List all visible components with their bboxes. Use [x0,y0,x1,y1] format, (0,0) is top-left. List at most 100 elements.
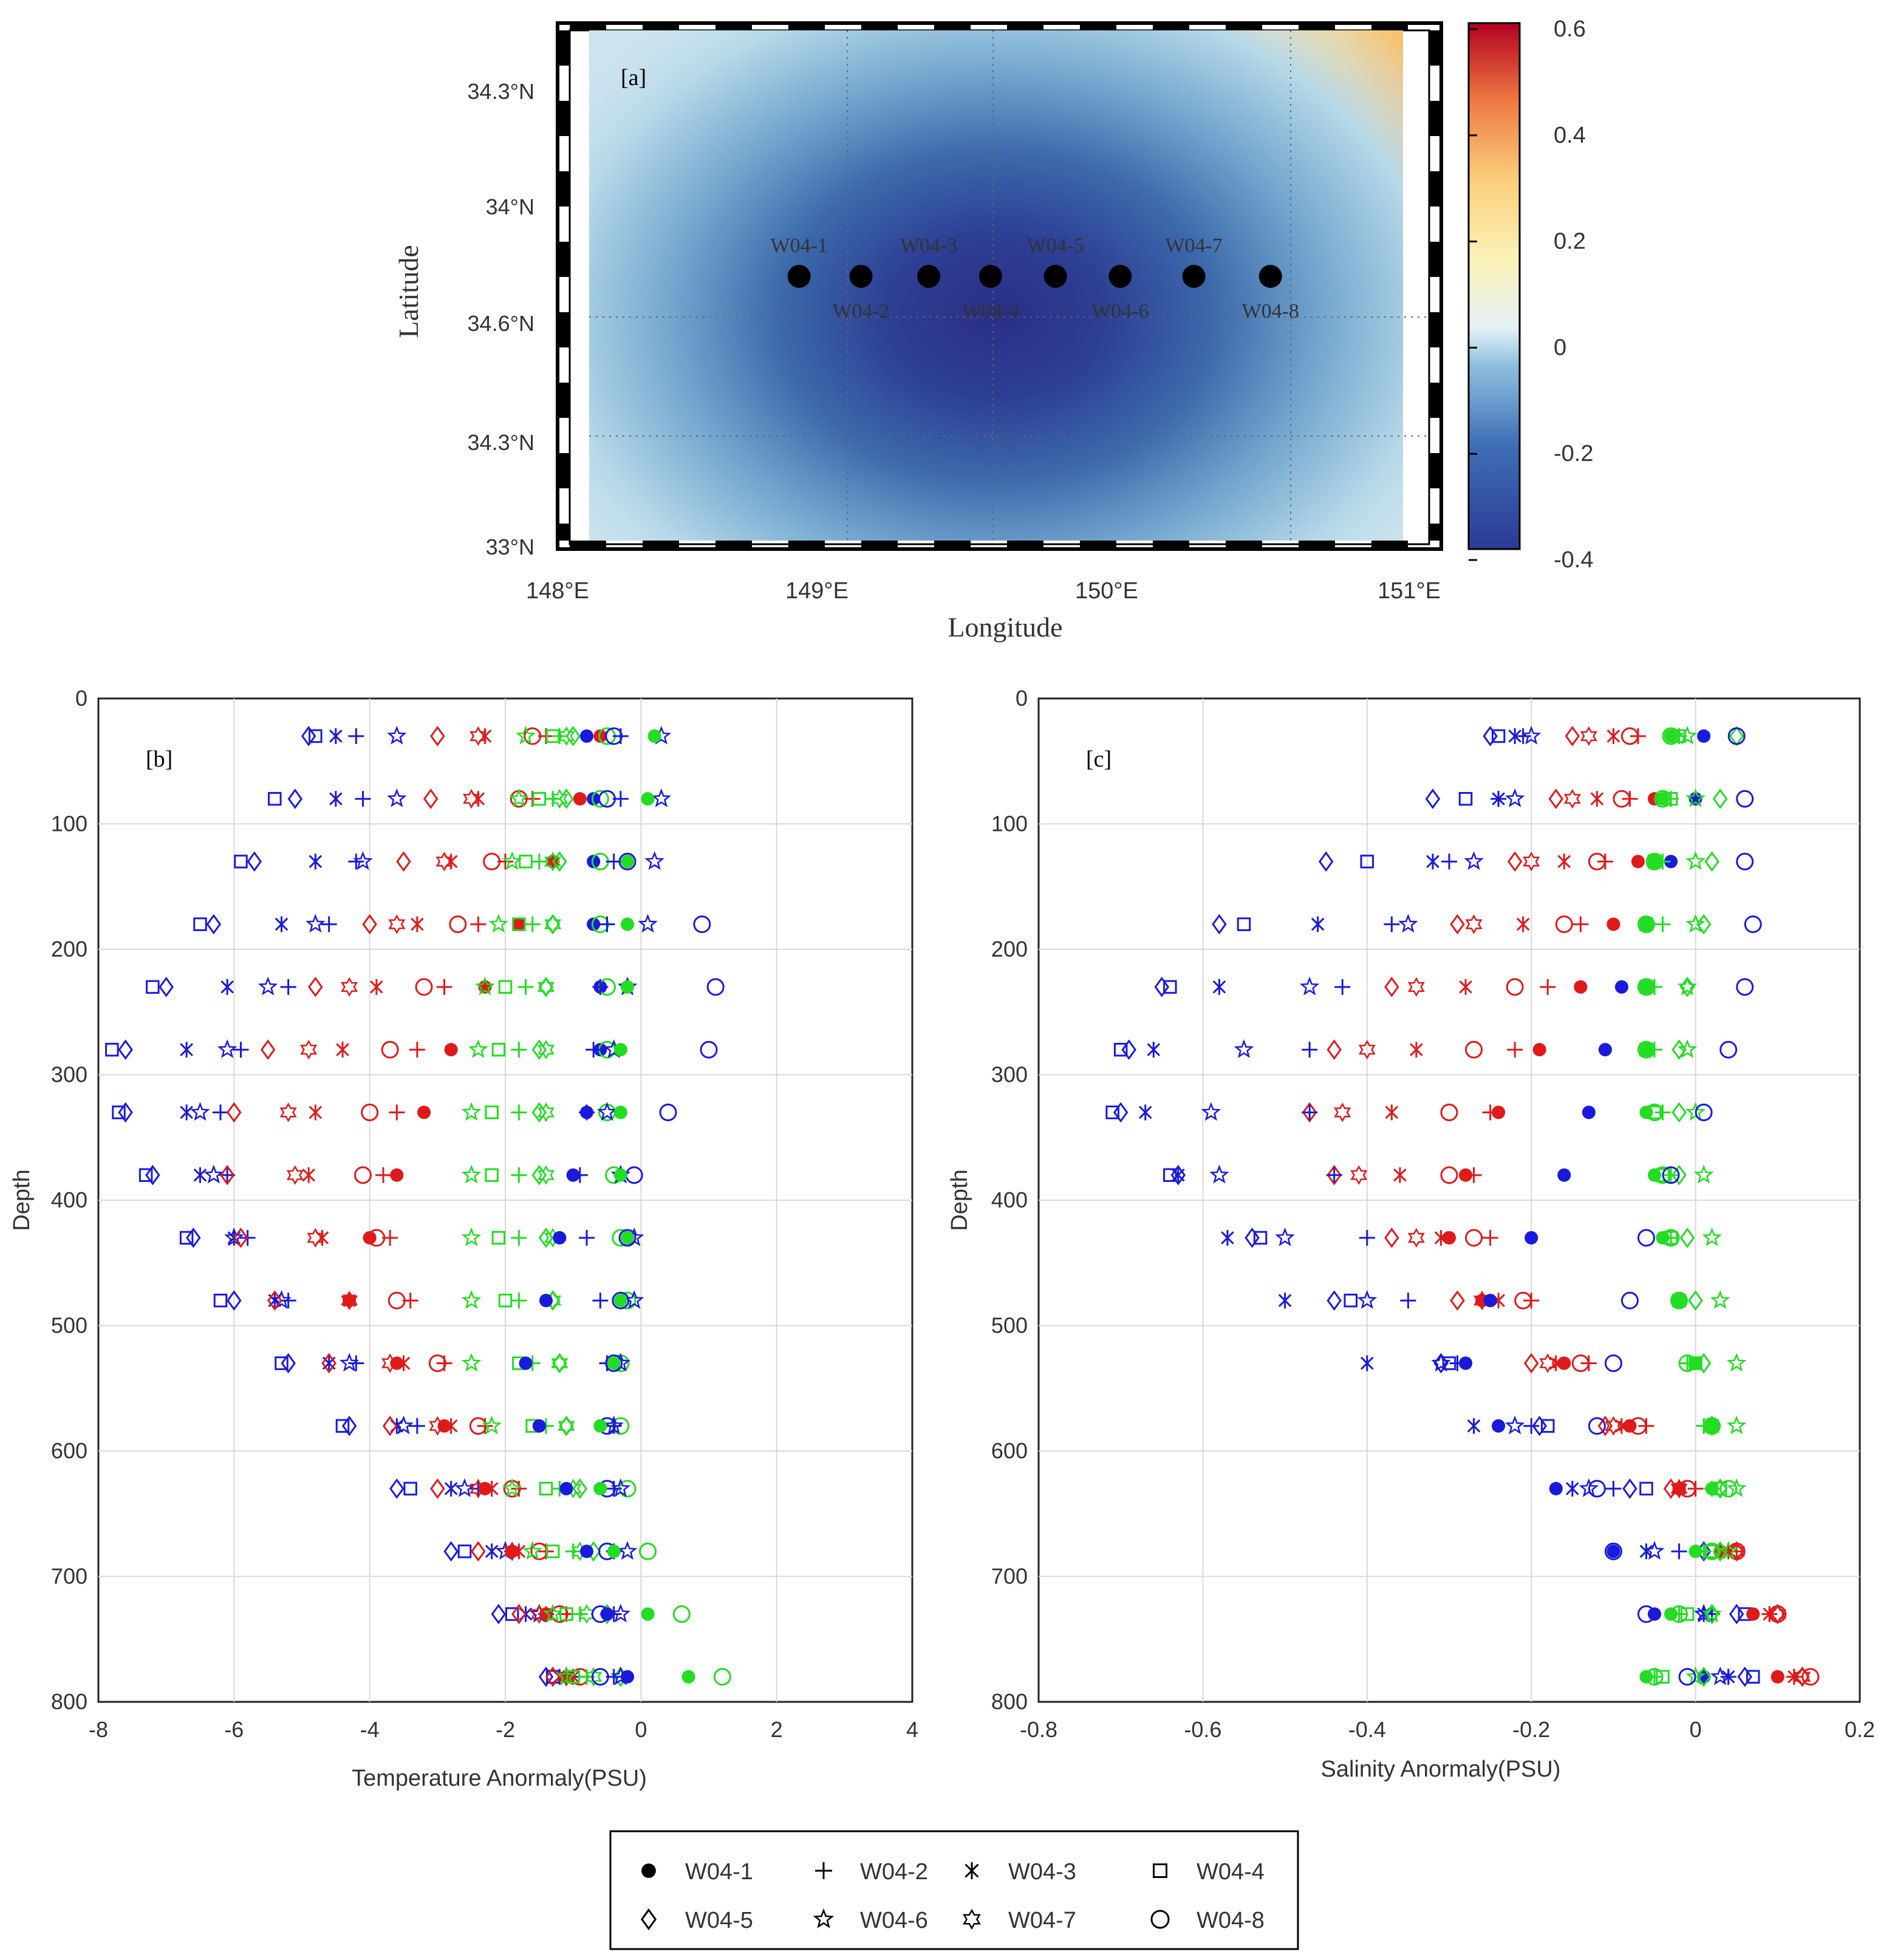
data-point [1563,788,1581,809]
y-tick-label: 200 [991,937,1028,961]
y-tick-label: 0 [75,686,87,711]
data-point [444,853,458,870]
border-segment [861,23,898,30]
data-point [1718,1541,1739,1560]
data-point [363,1231,377,1245]
data-point [1639,1481,1653,1496]
data-point [491,1231,506,1245]
data-point [1548,788,1564,810]
data-point [1770,1670,1784,1684]
data-point [1704,1603,1719,1625]
data-point [1464,851,1484,870]
data-point [1441,853,1457,870]
data-point [516,725,536,745]
data-point [1737,1666,1752,1687]
data-point [1663,1167,1679,1183]
data-point [545,1544,560,1559]
map-latitude-tick: 34°N [486,194,534,219]
map-y-axis-label: Latitude [393,245,424,338]
data-point [1410,1042,1423,1058]
border-segment [1226,541,1262,549]
data-point [1523,1292,1540,1309]
data-point [219,1164,235,1186]
data-point [1654,1104,1671,1121]
data-point [1574,980,1588,994]
data-point [559,788,574,810]
data-point [1605,1480,1622,1497]
data-point [1326,1167,1342,1183]
data-point [620,855,635,869]
data-point [1327,1164,1342,1186]
data-point [468,1039,488,1059]
data-point [1685,1102,1706,1121]
data-point [461,1353,482,1372]
x-tick-label: 0 [1690,1717,1702,1742]
data-point [620,1231,635,1245]
data-point [217,1039,237,1059]
data-point [1697,1670,1711,1684]
y-tick-label: 0 [1016,686,1028,711]
data-point [387,725,407,745]
map-panel: [a] W04-1W04-2W04-3W04-4W04-5W04-6W04-7W… [393,16,1593,643]
data-point [1614,980,1628,994]
data-point [389,1478,405,1499]
data-point [281,1353,296,1374]
data-point [286,1165,304,1185]
data-point [592,978,609,995]
data-point [1327,1039,1342,1060]
border-segment [558,101,570,136]
border-segment [1429,453,1441,488]
data-point [1671,1164,1687,1186]
data-point [1490,791,1507,807]
data-point [491,1042,506,1057]
y-tick-label: 300 [51,1062,87,1087]
y-tick-label: 400 [991,1187,1028,1212]
data-point [1516,916,1530,932]
data-point [145,1164,160,1186]
border-segment [1080,541,1116,549]
data-point [485,1168,499,1182]
data-point [203,1164,224,1184]
data-point [587,855,601,869]
data-point [1245,1228,1260,1248]
data-point [1729,1603,1744,1625]
data-point [280,978,296,995]
data-point [436,1355,452,1371]
x-tick-label: -0.4 [1348,1717,1386,1742]
data-point [417,1105,431,1119]
data-point [613,1043,627,1057]
y-tick-label: 500 [51,1313,87,1338]
data-point [444,1043,458,1057]
data-point [502,1478,522,1497]
data-point [1523,1418,1540,1434]
data-point [537,1102,555,1122]
data-point [612,728,629,744]
data-point [1696,1666,1712,1687]
x-tick-label: 0 [635,1717,647,1742]
data-point [478,728,492,744]
x-tick-label: -0.6 [1184,1717,1221,1742]
data-point [713,1668,731,1686]
data-point [343,1294,357,1308]
data-point [1398,913,1418,933]
station-label: W04-5 [1026,234,1084,257]
data-point [1491,729,1506,743]
data-point [415,978,433,996]
data-point [118,1039,133,1060]
legend-label: W04-4 [1197,1859,1265,1885]
data-point [1385,1104,1399,1121]
border-segment [643,23,679,30]
data-point [1557,1356,1571,1370]
y-tick-label: 500 [991,1313,1028,1338]
legend: W04-1 W04-2 W04-3 W04-4 W04-5 W04-6 W04-7 W04-8 [609,1830,1299,1950]
data-point [1664,1607,1678,1621]
legend-marker-w04-3 [965,1862,979,1879]
data-point [423,788,439,810]
data-point [280,1292,296,1309]
data-point [471,1541,486,1562]
data-point [1590,791,1604,807]
data-point [565,1543,581,1560]
data-point [587,792,601,806]
data-point [1639,1043,1653,1057]
data-point [537,977,555,997]
